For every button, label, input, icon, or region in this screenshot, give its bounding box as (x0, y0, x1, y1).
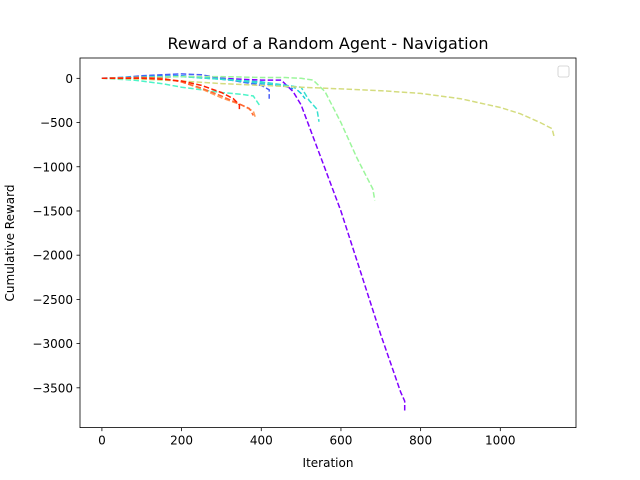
x-axis: 0 200 400 600 800 1000 (98, 427, 516, 448)
series-line-5 (101, 75, 320, 122)
legend-box (557, 65, 570, 78)
series-line-1 (101, 75, 406, 413)
y-tick-label: −1000 (32, 160, 73, 174)
x-tick-label: 400 (250, 434, 273, 448)
y-tick-label: −2000 (32, 249, 73, 263)
y-axis-label: Cumulative Reward (3, 185, 17, 302)
chart-title: Reward of a Random Agent - Navigation (168, 34, 489, 53)
x-tick-label: 1000 (485, 434, 516, 448)
series-line-7 (101, 75, 376, 201)
y-tick-label: −2500 (32, 293, 73, 307)
x-tick-label: 0 (98, 434, 106, 448)
y-tick-label: 0 (65, 72, 73, 86)
series-line-4 (101, 75, 306, 100)
series-line-6 (101, 77, 260, 106)
y-tick-label: −3500 (32, 381, 73, 395)
y-tick-label: −3000 (32, 337, 73, 351)
series-line-8 (101, 77, 555, 137)
series-group (101, 73, 555, 413)
plot-frame (79, 57, 577, 429)
x-tick-label: 800 (409, 434, 432, 448)
series-line-11 (101, 77, 241, 112)
y-tick-label: −500 (40, 116, 73, 130)
x-tick-label: 600 (329, 434, 352, 448)
y-axis: 0 −500 −1000 −1500 −2000 −2500 −3000 −3500 (32, 72, 80, 395)
x-axis-label: Iteration (303, 456, 354, 470)
y-tick-label: −1500 (32, 204, 73, 218)
x-tick-label: 200 (170, 434, 193, 448)
